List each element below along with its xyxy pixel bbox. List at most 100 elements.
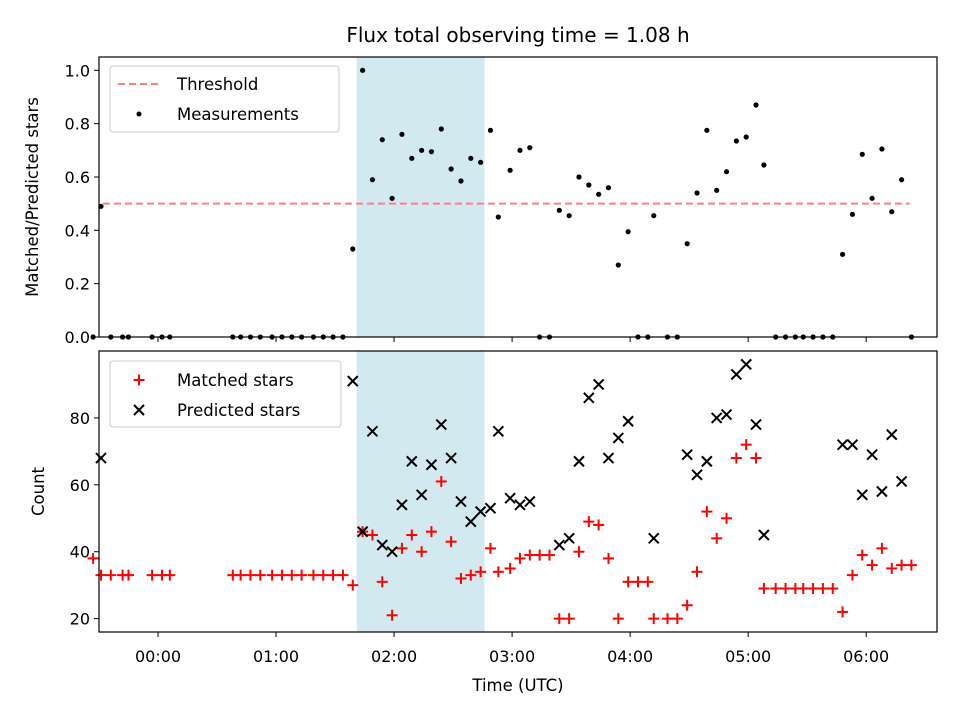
matched-star-point <box>662 613 674 625</box>
predicted-star-point <box>836 438 849 451</box>
matched-star-point <box>856 549 868 561</box>
cross-marker-b <box>425 459 438 471</box>
measurement-point <box>399 131 405 137</box>
predicted-star-point <box>648 532 660 545</box>
top-legend-box <box>109 65 340 133</box>
matched-star-point <box>827 583 839 595</box>
matched-star-point <box>376 576 388 588</box>
predicted-star-point <box>492 425 505 437</box>
matched-star-point <box>593 519 605 531</box>
bottom-x-ticks: 00:00 01:00 02:00 03:00 04:00 05:00 06:00 <box>135 632 889 666</box>
measurement-point <box>714 187 720 193</box>
legend-threshold-label: Threshold <box>176 75 258 94</box>
cross-marker-b <box>648 532 660 545</box>
cross-marker-b <box>701 455 713 468</box>
top-legend: Threshold Measurements <box>109 65 340 133</box>
cross-marker-b <box>95 452 107 464</box>
predicted-star-point <box>347 375 359 387</box>
measurement-point <box>438 126 444 132</box>
matched-star-point <box>244 569 256 581</box>
cross-marker-b <box>750 418 762 431</box>
measurement-points <box>90 67 915 340</box>
matched-star-point <box>455 572 467 584</box>
cross-marker-b <box>758 529 770 541</box>
matched-star-point <box>896 559 908 571</box>
predicted-star-point <box>612 432 625 444</box>
cross-marker-b <box>720 408 733 421</box>
predicted-star-point <box>406 455 418 468</box>
cross-marker-b <box>396 499 408 511</box>
bottom-y-ticks: 20 40 60 80 <box>70 409 99 629</box>
measurement-point <box>495 214 501 220</box>
x-tick-label: 02:00 <box>371 647 417 666</box>
matched-star-point <box>337 569 349 581</box>
predicted-star-point <box>95 452 107 464</box>
top-y-tick-label: 0.6 <box>65 168 90 187</box>
predicted-star-point <box>681 448 693 461</box>
cross-marker-b <box>856 489 868 501</box>
matched-star-point <box>622 576 634 588</box>
bottom-y-tick-label: 40 <box>70 543 90 562</box>
x-tick-label: 05:00 <box>725 647 771 666</box>
top-y-ticks: 0.0 0.2 0.4 0.6 0.8 1.0 <box>65 61 99 347</box>
cross-marker-b <box>406 455 418 468</box>
predicted-star-point <box>720 408 733 421</box>
matched-star-point <box>691 566 703 578</box>
cross-marker-b <box>484 502 497 514</box>
matched-star-point <box>750 452 762 464</box>
matched-star-point <box>711 532 723 544</box>
matched-star-point <box>721 512 733 524</box>
matched-star-point <box>886 562 898 574</box>
matched-star-point <box>465 569 477 581</box>
matched-star-point <box>817 583 829 595</box>
cross-marker-b <box>465 515 477 528</box>
measurement-point <box>596 191 602 197</box>
matched-star-point <box>642 576 654 588</box>
bottom-y-tick-label: 80 <box>70 409 90 428</box>
matched-star-point <box>266 569 278 581</box>
cross-marker-b <box>356 525 369 538</box>
matched-star-point <box>416 546 428 558</box>
matched-star-point <box>296 569 308 581</box>
predicted-star-point <box>356 525 369 538</box>
measurement-point <box>448 166 454 172</box>
matched-star-point <box>780 583 792 595</box>
top-y-tick-label: 0.4 <box>65 221 90 240</box>
predicted-star-point <box>573 455 585 468</box>
top-y-tick-label: 1.0 <box>65 61 90 80</box>
bottom-legend: Matched stars Predicted stars <box>109 360 342 428</box>
matched-star-point <box>837 606 849 618</box>
predicted-star-point <box>856 489 868 501</box>
cross-marker-b <box>366 425 379 437</box>
predicted-star-point <box>583 392 595 404</box>
cross-marker-b <box>710 412 723 424</box>
matched-star-point <box>406 529 418 541</box>
matched-star-point <box>396 542 408 554</box>
predicted-star-point <box>710 412 723 424</box>
cross-marker-b <box>474 505 487 518</box>
cross-marker-b <box>612 432 625 444</box>
measurement-point <box>409 155 415 161</box>
cross-marker-b <box>730 368 743 381</box>
cross-marker-b <box>836 438 849 451</box>
cross-marker-b <box>435 418 447 431</box>
predicted-star-point <box>474 505 487 518</box>
measurement-point <box>898 177 905 183</box>
top-y-axis-label: Matched/Predicted stars <box>23 97 42 297</box>
matched-star-point <box>905 559 917 571</box>
matched-star-point <box>543 549 555 561</box>
legend-cross-marker <box>133 404 145 416</box>
measurement-point <box>350 246 356 252</box>
bottom-highlight-span <box>356 351 485 632</box>
matched-star-point <box>492 566 504 578</box>
matched-star-point <box>648 613 660 625</box>
legend-measurement-swatch <box>136 111 142 117</box>
matched-star-point <box>758 583 770 595</box>
predicted-star-point <box>886 428 898 441</box>
legend-plus-marker <box>133 374 145 386</box>
measurement-point <box>704 127 710 133</box>
predicted-star-point <box>465 515 477 528</box>
matched-star-point <box>164 569 176 581</box>
